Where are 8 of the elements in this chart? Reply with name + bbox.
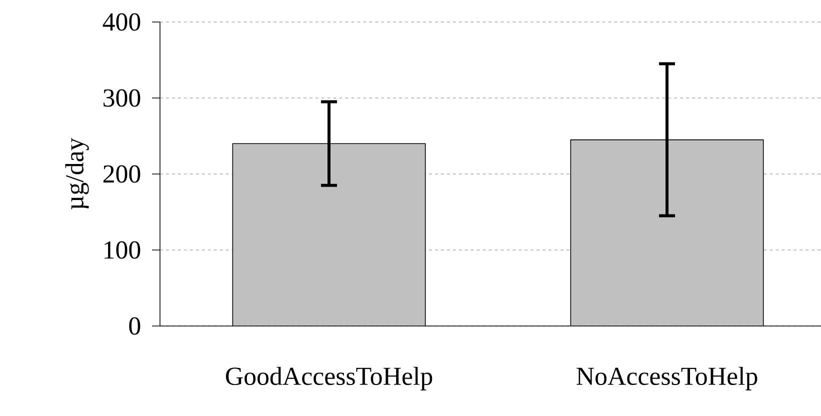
y-tick-label: 400	[102, 13, 140, 31]
y-axis-title: µg/day	[65, 138, 89, 210]
y-tick-label: 200	[103, 165, 140, 183]
y-tick-label: 0	[129, 317, 140, 335]
x-tick-label: GoodAccessToHelp	[226, 366, 432, 390]
x-tick-label: NoAccessToHelp	[576, 366, 758, 390]
y-tick-label: 300	[104, 89, 140, 107]
y-tick-label: 100	[104, 241, 140, 259]
